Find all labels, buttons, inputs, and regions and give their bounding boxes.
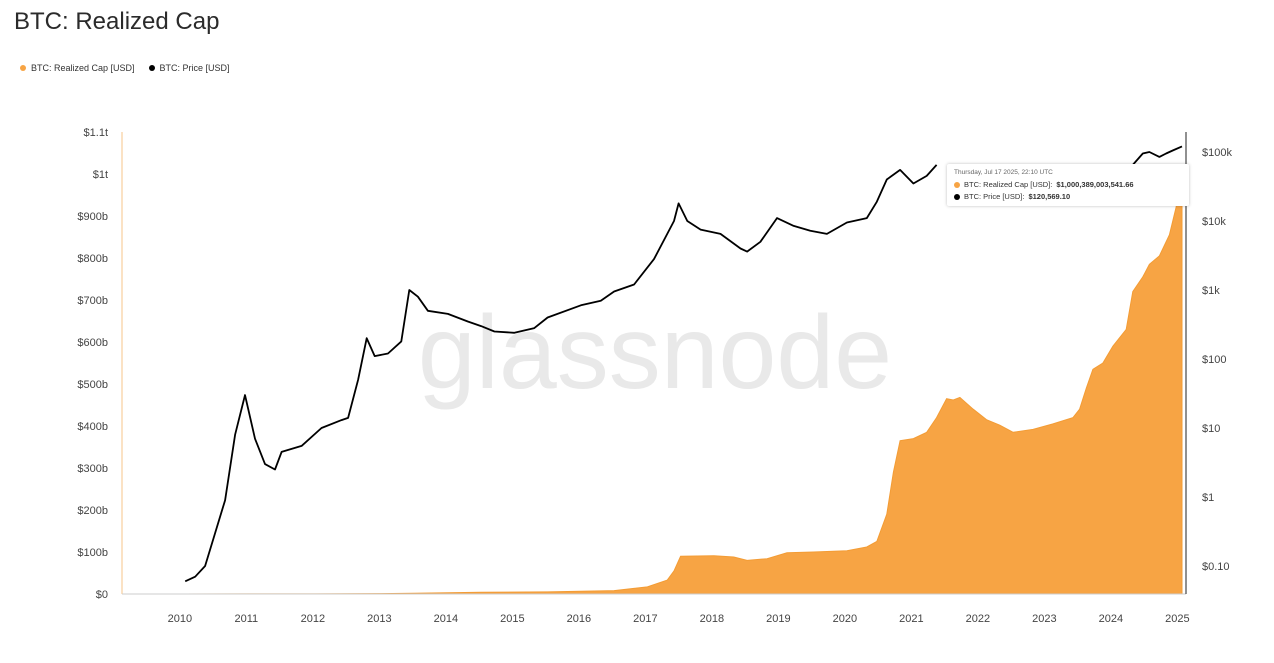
legend-label-price: BTC: Price [USD] [159, 63, 230, 73]
right-tick-label: $100 [1202, 354, 1226, 366]
x-tick-label: 2017 [633, 613, 657, 625]
left-tick-label: $100b [77, 547, 108, 559]
left-tick-label: $700b [77, 295, 108, 307]
right-tick-label: $1k [1202, 285, 1220, 297]
left-tick-label: $300b [77, 463, 108, 475]
x-tick-label: 2020 [833, 613, 857, 625]
chart-title: BTC: Realized Cap [14, 8, 220, 35]
right-tick-label: $100k [1202, 147, 1232, 159]
x-axis-ticks: 2010 2011 2012 2013 2014 2015 2016 2017 2018 2019… [168, 613, 1190, 625]
x-tick-label: 2016 [567, 613, 591, 625]
x-tick-label: 2025 [1165, 613, 1189, 625]
tooltip-value-price: $120,569.10 [1028, 192, 1071, 201]
realized-cap-area[interactable] [122, 173, 1183, 595]
tooltip-label-price: BTC: Price [USD]: [964, 192, 1025, 201]
legend-item-price[interactable]: BTC: Price [USD] [148, 63, 230, 73]
x-tick-label: 2023 [1032, 613, 1056, 625]
chart-axes [121, 132, 1187, 595]
x-tick-label: 2011 [235, 613, 259, 625]
x-tick-label: 2013 [367, 613, 391, 625]
x-tick-label: 2015 [500, 613, 524, 625]
x-tick-label: 2018 [700, 613, 724, 625]
left-tick-label: $0 [96, 589, 108, 601]
x-tick-label: 2022 [966, 613, 990, 625]
tooltip-date: Thursday, Jul 17 2025, 22:10 UTC [954, 169, 1053, 176]
legend-swatch-realized-cap [20, 65, 26, 71]
left-tick-label: $1t [93, 169, 108, 181]
realized-cap-series [122, 173, 1183, 595]
left-tick-label: $900b [77, 211, 108, 223]
left-tick-label: $500b [77, 379, 108, 391]
left-tick-label: $800b [77, 253, 108, 265]
left-tick-label: $200b [77, 505, 108, 517]
tooltip-label-realized-cap: BTC: Realized Cap [USD]: [964, 180, 1053, 189]
tooltip-swatch-realized-cap [954, 181, 960, 188]
left-axis-ticks: $0 $100b $200b $300b $400b $500b $600b $700b $80… [77, 127, 108, 601]
hover-tooltip: Thursday, Jul 17 2025, 22:10 UTC BTC: Re… [947, 164, 1189, 206]
tooltip-row-price: BTC: Price [USD]: $120,569.10 [954, 192, 1182, 201]
left-tick-label: $600b [77, 337, 108, 349]
legend-label-realized-cap: BTC: Realized Cap [USD] [31, 63, 135, 73]
price-line[interactable] [184, 164, 938, 583]
tooltip-row-realized-cap: BTC: Realized Cap [USD]: $1,000,389,003,… [954, 180, 1182, 189]
x-tick-label: 2012 [301, 613, 325, 625]
x-tick-label: 2019 [766, 613, 790, 625]
right-tick-label: $10k [1202, 216, 1226, 228]
tooltip-value-realized-cap: $1,000,389,003,541.66 [1056, 180, 1134, 189]
right-tick-label: $1 [1202, 492, 1214, 504]
legend-item-realized-cap[interactable]: BTC: Realized Cap [USD] [20, 63, 135, 73]
tooltip-swatch-price [954, 193, 960, 200]
watermark-text: glassnode [418, 295, 892, 411]
left-tick-label: $400b [77, 421, 108, 433]
left-tick-label: $1.1t [84, 127, 108, 139]
x-tick-label: 2014 [434, 613, 458, 625]
x-tick-label: 2021 [899, 613, 923, 625]
legend-swatch-price [148, 65, 155, 71]
x-tick-label: 2024 [1099, 613, 1123, 625]
right-axis-ticks: $0.10 $1 $10 $100 $1k $10k $100k [1202, 147, 1232, 573]
legend: BTC: Realized Cap [USD] BTC: Price [USD] [20, 63, 230, 73]
right-tick-label: $0.10 [1202, 561, 1230, 573]
x-tick-label: 2010 [168, 613, 192, 625]
right-tick-label: $10 [1202, 423, 1220, 435]
